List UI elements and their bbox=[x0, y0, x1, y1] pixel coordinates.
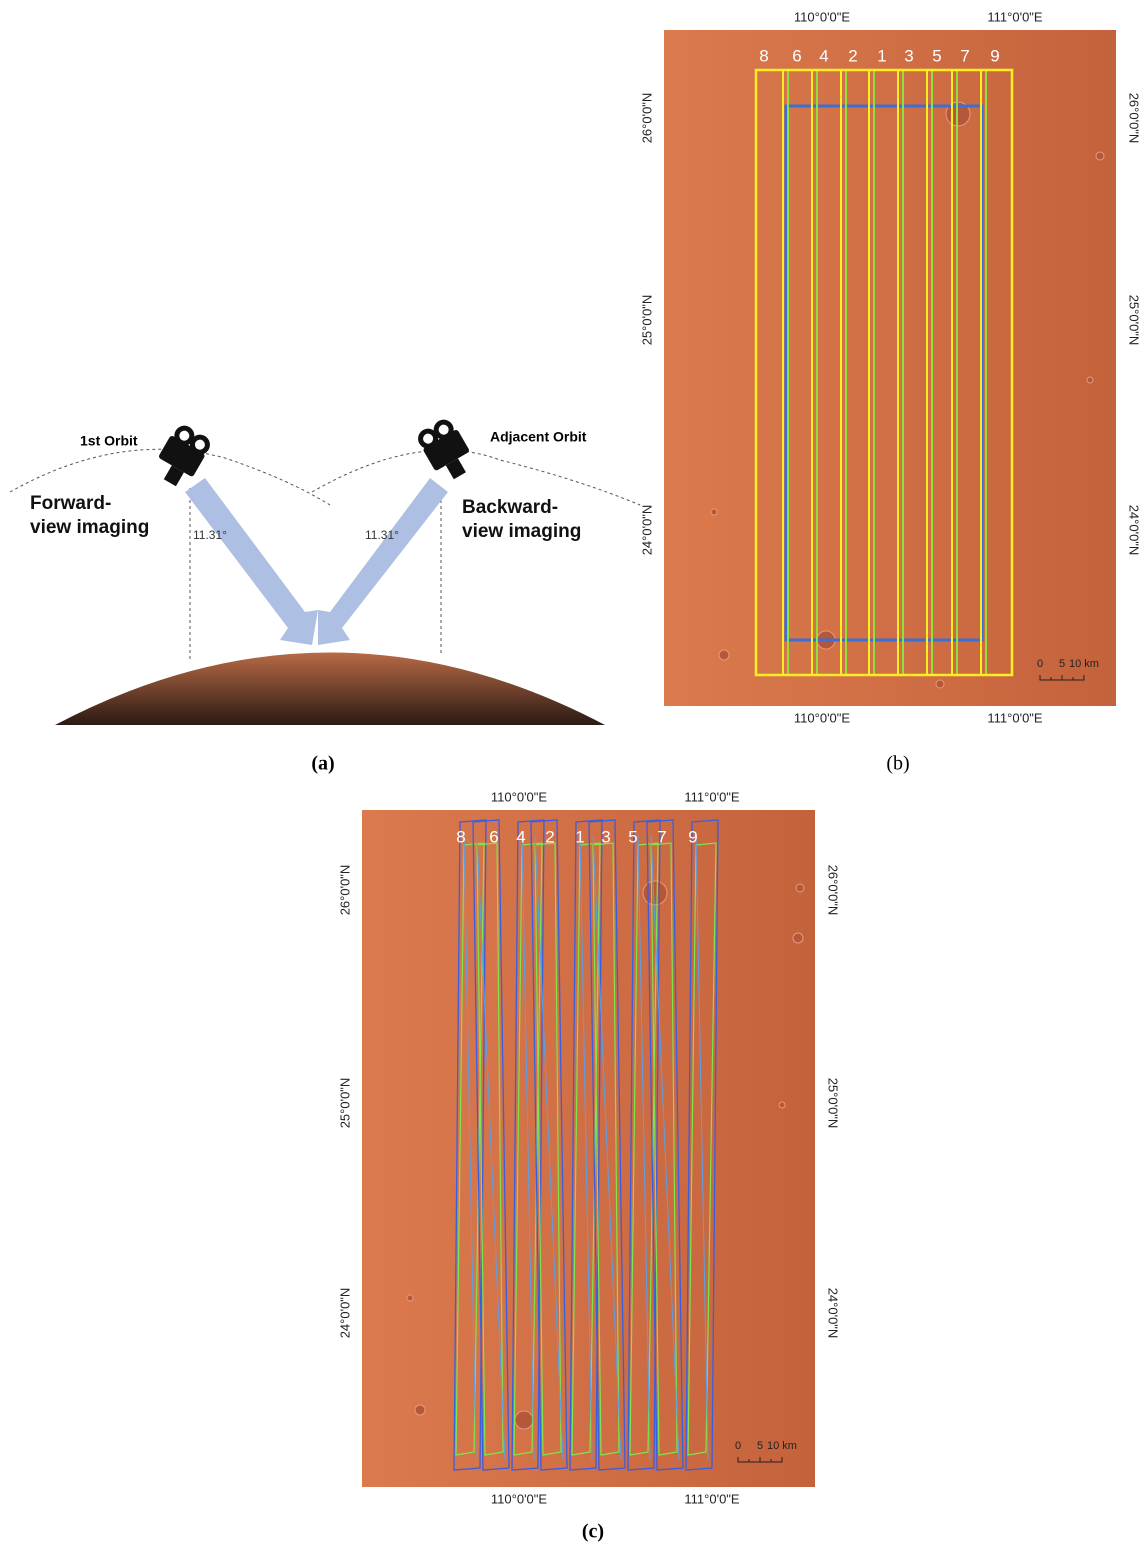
strip-label: 1 bbox=[575, 827, 584, 846]
view-label: view imaging bbox=[30, 517, 149, 538]
latitude-label: 24°0'0"N bbox=[1127, 505, 1142, 556]
view-label: Forward- bbox=[30, 493, 111, 514]
latitude-label: 25°0'0"N bbox=[337, 1078, 352, 1129]
camera-icon bbox=[414, 415, 478, 485]
crater bbox=[936, 680, 944, 688]
latitude-label: 24°0'0"N bbox=[337, 1288, 352, 1339]
view-label: Backward- bbox=[462, 497, 558, 518]
strip-label: 2 bbox=[545, 827, 554, 846]
strip-label: 7 bbox=[960, 46, 969, 65]
latitude-label: 24°0'0"N bbox=[826, 1288, 841, 1339]
caption: (a) bbox=[311, 753, 334, 775]
latitude-label: 26°0'0"N bbox=[337, 865, 352, 916]
latitude-label: 26°0'0"N bbox=[639, 93, 654, 144]
strip-label: 6 bbox=[792, 46, 801, 65]
orbit-label: Adjacent Orbit bbox=[490, 429, 587, 445]
longitude-label: 111°0'0"E bbox=[684, 789, 740, 804]
strip-label: 3 bbox=[904, 46, 913, 65]
angle-label: 11.31° bbox=[365, 528, 399, 542]
map-background bbox=[664, 30, 1116, 706]
crater bbox=[793, 933, 803, 943]
crater bbox=[643, 881, 667, 905]
strip-label: 5 bbox=[628, 827, 637, 846]
strip-label: 9 bbox=[688, 827, 697, 846]
strip-label: 2 bbox=[848, 46, 857, 65]
strip-label: 9 bbox=[990, 46, 999, 65]
longitude-label: 110°0'0"E bbox=[491, 1491, 547, 1506]
orbit-label: 1st Orbit bbox=[80, 433, 138, 449]
crater bbox=[515, 1411, 533, 1429]
figure: 1st Orbit Adjacent Orbit Forward- view i… bbox=[0, 0, 1145, 1551]
strip-label: 4 bbox=[819, 46, 828, 65]
scale-label: 5 bbox=[1059, 658, 1065, 670]
latitude-label: 26°0'0"N bbox=[1127, 93, 1142, 144]
crater bbox=[415, 1405, 425, 1415]
strip-label: 5 bbox=[932, 46, 941, 65]
strip-label: 8 bbox=[759, 46, 768, 65]
latitude-label: 25°0'0"N bbox=[639, 295, 654, 346]
view-beam bbox=[318, 478, 448, 645]
map-background bbox=[362, 810, 815, 1487]
strip-label: 4 bbox=[516, 827, 525, 846]
crater bbox=[796, 884, 804, 892]
strip-label: 6 bbox=[489, 827, 498, 846]
latitude-label: 25°0'0"N bbox=[1127, 295, 1142, 346]
crater bbox=[1087, 377, 1093, 383]
diagram-a bbox=[10, 415, 640, 725]
crater bbox=[711, 509, 717, 515]
planet bbox=[55, 653, 605, 726]
scale-label: 5 bbox=[757, 1440, 763, 1452]
latitude-label: 26°0'0"N bbox=[826, 865, 841, 916]
latitude-label: 25°0'0"N bbox=[826, 1078, 841, 1129]
longitude-label: 111°0'0"E bbox=[987, 9, 1043, 24]
view-label: view imaging bbox=[462, 521, 581, 542]
longitude-label: 111°0'0"E bbox=[987, 710, 1043, 725]
scale-label: 10 km bbox=[1069, 658, 1099, 670]
latitude-label: 24°0'0"N bbox=[639, 505, 654, 556]
angle-label: 11.31° bbox=[193, 528, 227, 542]
scale-label: 10 km bbox=[767, 1440, 797, 1452]
scale-label: 0 bbox=[735, 1440, 741, 1452]
strip-label: 7 bbox=[657, 827, 666, 846]
strip-label: 8 bbox=[456, 827, 465, 846]
crater bbox=[407, 1295, 413, 1301]
strip-label: 1 bbox=[877, 46, 886, 65]
longitude-label: 110°0'0"E bbox=[491, 789, 547, 804]
crater bbox=[719, 650, 729, 660]
longitude-label: 111°0'0"E bbox=[684, 1491, 740, 1506]
longitude-label: 110°0'0"E bbox=[794, 710, 850, 725]
scale-label: 0 bbox=[1037, 658, 1043, 670]
longitude-label: 110°0'0"E bbox=[794, 9, 850, 24]
caption: (b) bbox=[886, 753, 909, 775]
strip-label: 3 bbox=[601, 827, 610, 846]
view-beam bbox=[185, 478, 318, 645]
crater bbox=[779, 1102, 785, 1108]
crater bbox=[1096, 152, 1104, 160]
caption: (c) bbox=[582, 1521, 604, 1543]
